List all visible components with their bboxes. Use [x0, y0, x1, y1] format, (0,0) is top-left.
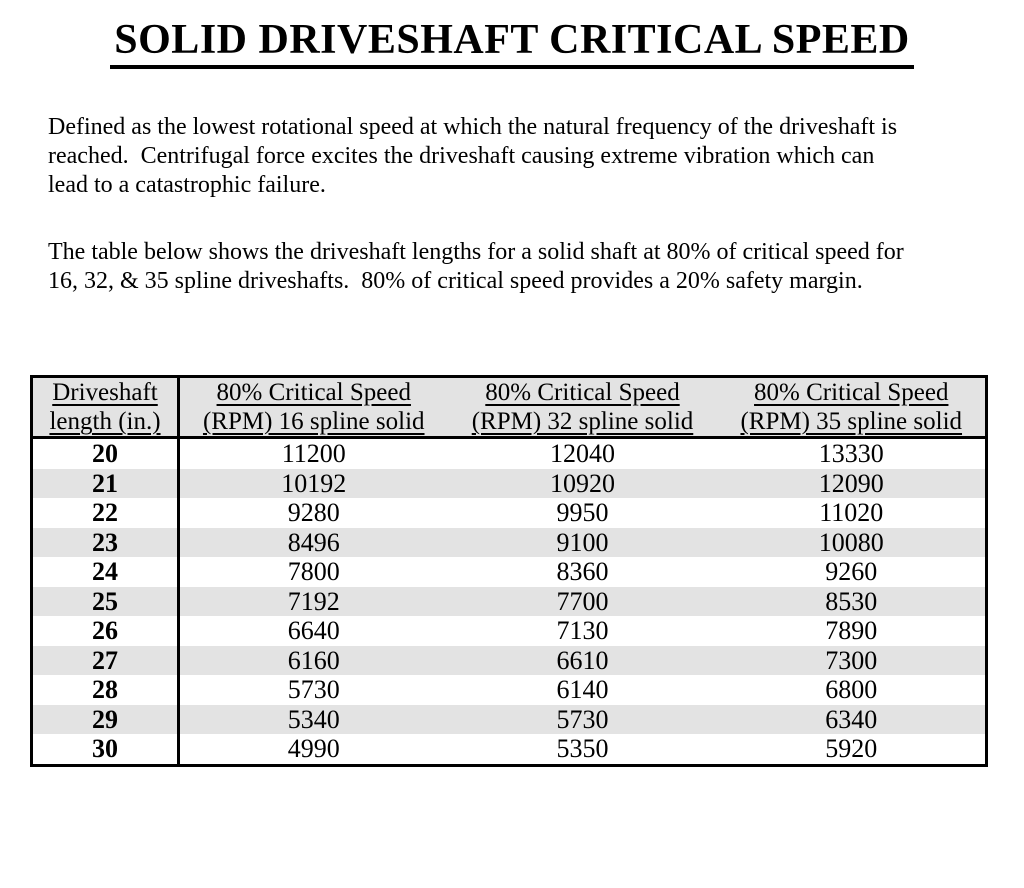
- cell-32-spline: 9950: [556, 498, 609, 527]
- header-line: (RPM) 16 spline solid: [202, 408, 425, 435]
- cell-16-spline: 4990: [287, 734, 340, 763]
- page-title: SOLID DRIVESHAFT CRITICAL SPEED: [110, 17, 914, 69]
- cell-32-spline: 12040: [550, 439, 615, 468]
- cell-32-spline: 10920: [447, 468, 718, 498]
- table-header: Driveshaft length (in.) 80% Critical Spe…: [31, 376, 987, 439]
- cell-35-spline: 13330: [818, 439, 884, 468]
- cell-35-spline: 7890: [825, 616, 878, 645]
- table-row: 20 11200 12040 13330: [31, 437, 987, 469]
- table-row: 28 5730 6140 6800: [31, 675, 987, 705]
- header-line: (RPM) 32 spline solid: [471, 408, 694, 435]
- title-wrap: SOLID DRIVESHAFT CRITICAL SPEED: [0, 0, 1024, 69]
- cell-32-spline: 9100: [447, 527, 718, 557]
- cell-35-spline: 9260: [825, 557, 878, 586]
- header-row: Driveshaft length (in.) 80% Critical Spe…: [31, 376, 987, 439]
- cell-35-spline: 7300: [717, 645, 987, 675]
- cell-length: 20: [31, 437, 180, 469]
- table-body: 20 11200 12040 13330 21 10192 10920 1209…: [31, 437, 987, 765]
- header-16-spline: 80% Critical Speed (RPM) 16 spline solid: [178, 376, 448, 439]
- cell-length: 21: [31, 468, 180, 498]
- cell-32-spline: 5730: [447, 704, 718, 734]
- header-32-spline: 80% Critical Speed (RPM) 32 spline solid: [447, 376, 718, 439]
- table-row: 23 8496 9100 10080: [31, 527, 987, 557]
- cell-32-spline: 7700: [447, 586, 718, 616]
- table-row: 22 9280 9950 11020: [31, 498, 987, 528]
- cell-length: 30: [31, 734, 180, 765]
- header-line: 80% Critical Speed: [754, 379, 949, 406]
- cell-16-spline: 7192: [178, 586, 448, 616]
- cell-length: 29: [31, 704, 180, 734]
- table-row: 24 7800 8360 9260: [31, 557, 987, 587]
- table-row: 27 6160 6610 7300: [31, 645, 987, 675]
- cell-length: 24: [31, 557, 180, 587]
- cell-35-spline: 10080: [717, 527, 987, 557]
- table-row: 26 6640 7130 7890: [31, 616, 987, 646]
- cell-16-spline: 9280: [287, 498, 340, 527]
- header-line: 80% Critical Speed: [485, 379, 680, 406]
- cell-32-spline: 5350: [556, 734, 609, 763]
- cell-16-spline: 11200: [281, 439, 346, 468]
- table-row: 21 10192 10920 12090: [31, 468, 987, 498]
- cell-32-spline: 8360: [556, 557, 609, 586]
- cell-16-spline: 8496: [178, 527, 448, 557]
- cell-35-spline: 8530: [717, 586, 987, 616]
- cell-16-spline: 6640: [287, 616, 340, 645]
- cell-length: 27: [31, 645, 180, 675]
- cell-32-spline: 6140: [556, 675, 609, 704]
- cell-length: 26: [31, 616, 180, 646]
- table-row: 29 5340 5730 6340: [31, 704, 987, 734]
- header-line: length (in.): [49, 408, 161, 435]
- paragraph-definition: Defined as the lowest rotational speed a…: [48, 114, 898, 198]
- cell-35-spline: 12090: [717, 468, 987, 498]
- header-line: (RPM) 35 spline solid: [740, 408, 963, 435]
- cell-length: 23: [31, 527, 180, 557]
- cell-16-spline: 5340: [178, 704, 448, 734]
- paragraph-table-intro: The table below shows the driveshaft len…: [48, 239, 904, 294]
- cell-32-spline: 6610: [447, 645, 718, 675]
- cell-35-spline: 6800: [825, 675, 878, 704]
- cell-length: 28: [31, 675, 180, 705]
- cell-35-spline: 5920: [825, 734, 878, 763]
- cell-35-spline: 6340: [717, 704, 987, 734]
- header-line: 80% Critical Speed: [216, 379, 411, 406]
- cell-16-spline: 10192: [178, 468, 448, 498]
- cell-35-spline: 11020: [819, 498, 884, 527]
- cell-16-spline: 6160: [178, 645, 448, 675]
- header-35-spline: 80% Critical Speed (RPM) 35 spline solid: [717, 376, 987, 439]
- header-driveshaft-length: Driveshaft length (in.): [31, 376, 180, 439]
- cell-16-spline: 5730: [287, 675, 340, 704]
- cell-16-spline: 7800: [287, 557, 340, 586]
- cell-length: 22: [31, 498, 180, 528]
- critical-speed-table: Driveshaft length (in.) 80% Critical Spe…: [30, 375, 988, 767]
- table-row: 25 7192 7700 8530: [31, 586, 987, 616]
- cell-32-spline: 7130: [556, 616, 609, 645]
- table-row: 30 4990 5350 5920: [31, 734, 987, 765]
- header-line: Driveshaft: [52, 379, 158, 406]
- cell-length: 25: [31, 586, 180, 616]
